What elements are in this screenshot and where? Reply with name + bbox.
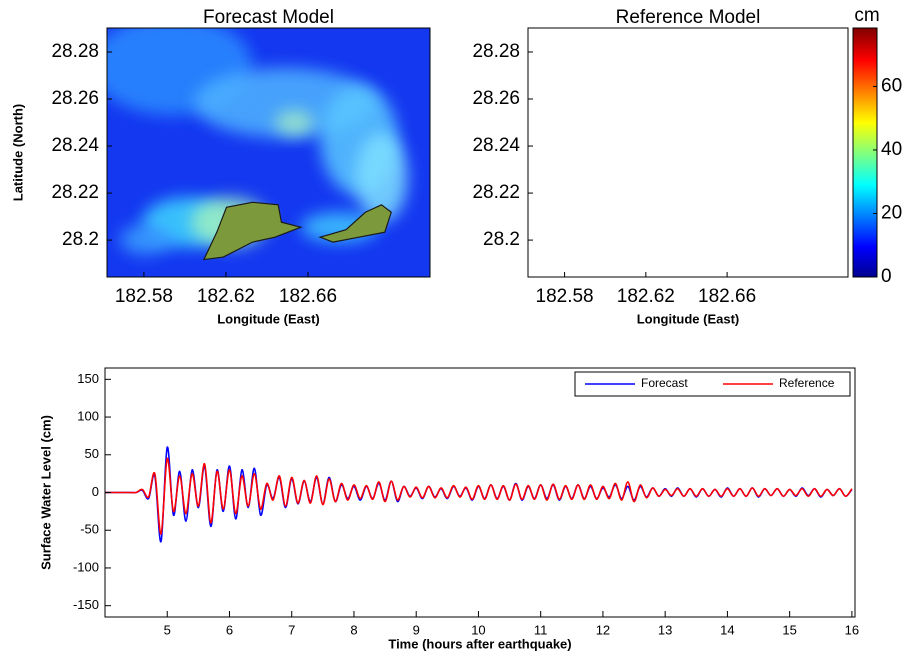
field-blob [739,85,816,195]
y-tick-label: 28.22 [472,182,520,203]
y-tick-label: 28.28 [51,41,99,62]
legend-label: Reference [779,376,835,390]
x-axis-label: Longitude (East) [637,311,740,326]
field-blob [563,197,653,247]
y-axis-label: Surface Water Level (cm) [38,415,53,570]
island [739,205,809,242]
series-line [105,457,853,535]
chart-title: Forecast Model [203,7,334,28]
x-tick-label: 182.66 [279,286,337,307]
y-tick-label: -100 [73,559,99,574]
field-blob [541,225,592,255]
field-blob [720,212,797,242]
y-axis-label: Latitude (North) [10,104,25,201]
x-tick-label: 11 [534,622,548,637]
y-tick-label: -150 [73,597,99,612]
x-tick-label: 16 [845,622,859,637]
x-tick-label: 15 [782,622,796,637]
y-tick-label: 28.24 [51,135,99,156]
y-tick-label: 0 [92,484,99,499]
y-tick-label: 150 [77,371,99,386]
x-axis-label: Longitude (East) [217,311,320,326]
y-tick-label: 28.26 [472,88,520,109]
colorbar-tick-label: 40 [881,139,902,160]
colorbar [852,27,878,278]
x-tick-label: 182.58 [115,286,173,307]
x-tick-label: 10 [471,622,485,637]
colorbar-tick-label: 20 [881,202,902,223]
x-tick-label: 9 [413,622,420,637]
y-tick-label: 28.26 [51,88,99,109]
field-blob [355,132,408,223]
field-blob [614,68,793,138]
colorbar-tick-label: 0 [881,266,892,287]
y-tick-label: 100 [77,408,99,423]
legend-label: Forecast [641,376,688,390]
axes-frame [527,27,849,278]
heatmap-field [512,16,848,277]
axes-frame [106,27,431,278]
heatmap-field [107,28,430,277]
x-tick-label: 7 [288,622,295,637]
x-tick-label: 5 [164,622,171,637]
x-tick-label: 13 [658,622,672,637]
island [318,204,392,243]
x-tick-label: 182.62 [197,286,255,307]
heatmap-bg [528,28,848,277]
field-blob [611,197,688,247]
field-blob [274,110,314,136]
x-tick-label: 12 [596,622,610,637]
y-tick-label: 28.2 [483,229,520,250]
y-tick-label: -50 [80,522,99,537]
x-tick-label: 6 [226,622,233,637]
colorbar-tick-label: 60 [881,75,902,96]
x-tick-label: 182.62 [617,286,675,307]
colorbar-label: cm [854,5,879,26]
x-axis-label: Time (hours after earthquake) [388,636,571,651]
field-blob [694,110,732,135]
x-tick-label: 14 [720,622,734,637]
island [202,201,303,261]
y-tick-label: 28.22 [51,182,99,203]
field-blob [119,224,172,255]
y-tick-label: 28.28 [472,41,520,62]
field-blob [512,16,672,116]
x-tick-label: 8 [350,622,357,637]
y-tick-label: 28.24 [472,135,520,156]
x-tick-label: 182.66 [698,286,756,307]
x-tick-label: 182.58 [536,286,594,307]
y-tick-label: 28.2 [62,229,99,250]
island [624,202,720,259]
field-blob [774,133,825,223]
chart-title: Reference Model [616,7,761,28]
axes-frame [104,367,856,618]
y-tick-label: 50 [85,446,99,461]
